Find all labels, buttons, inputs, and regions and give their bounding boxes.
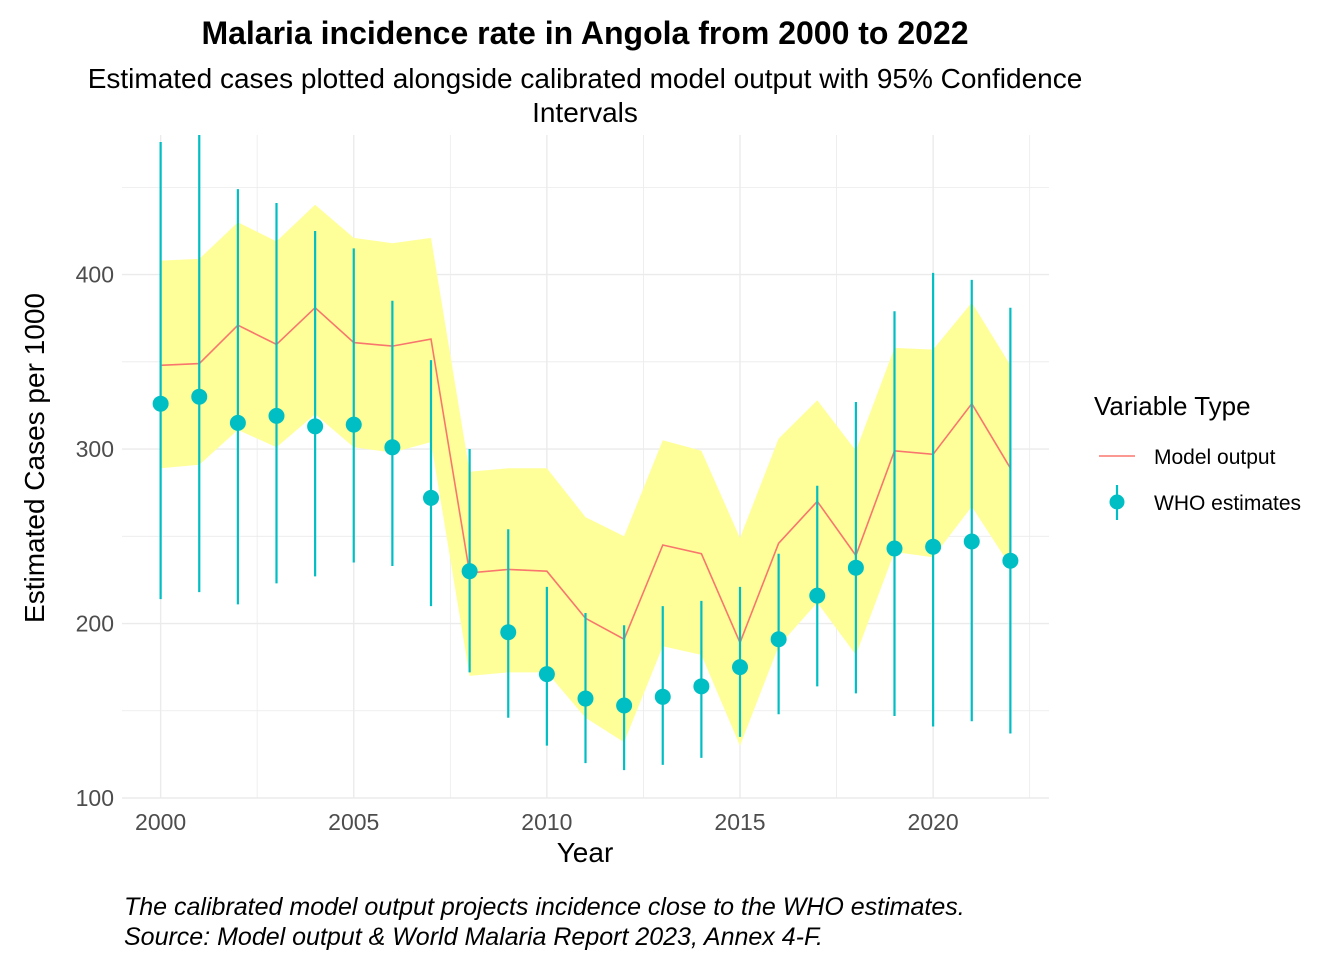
who-estimate-point <box>500 624 517 641</box>
who-estimate-point <box>538 666 555 683</box>
x-axis-ticks: 2000 2005 2010 2015 2020 <box>135 809 959 835</box>
x-tick-label: 2020 <box>908 809 959 835</box>
y-tick-label: 400 <box>76 262 114 288</box>
who-estimate-point <box>268 407 285 424</box>
who-estimate-point <box>732 659 748 676</box>
who-estimate-point <box>770 631 787 648</box>
who-estimate-point <box>461 563 478 580</box>
chart-title: Malaria incidence rate in Angola from 20… <box>201 15 968 51</box>
who-estimate-point <box>307 418 324 435</box>
legend-title: Variable Type <box>1094 391 1251 421</box>
y-axis-title: Estimated Cases per 1000 <box>19 293 50 623</box>
confidence-ribbon-layer <box>160 204 1011 746</box>
who-estimate-point <box>693 678 710 695</box>
legend-label-model-output: Model output <box>1154 446 1276 469</box>
legend-label-who-estimates: WHO estimates <box>1154 492 1301 515</box>
who-point-layer <box>152 388 1019 714</box>
who-estimate-point <box>654 688 671 705</box>
x-axis-title: Year <box>557 837 614 868</box>
who-estimate-point <box>384 439 401 456</box>
model-confidence-ribbon <box>160 204 1011 746</box>
who-estimate-point <box>577 690 594 707</box>
legend-who-key-point <box>1109 494 1125 510</box>
who-estimate-point <box>1002 552 1019 569</box>
who-estimate-point <box>616 697 633 714</box>
chart-subtitle-line-1: Estimated cases plotted alongside calibr… <box>88 63 1083 94</box>
x-tick-label: 2010 <box>521 809 572 835</box>
x-tick-label: 2005 <box>328 809 379 835</box>
who-estimate-point <box>963 533 980 550</box>
caption-line-1: The calibrated model output projects inc… <box>124 893 965 921</box>
y-tick-label: 200 <box>76 611 114 637</box>
who-estimate-point <box>345 416 362 433</box>
who-estimate-point <box>809 587 826 604</box>
who-estimate-point <box>886 540 903 557</box>
who-errorbar-layer <box>159 135 1012 771</box>
x-tick-label: 2015 <box>714 809 765 835</box>
y-tick-label: 300 <box>76 436 114 462</box>
legend: Variable Type Model output WHO estimates <box>1094 391 1301 520</box>
who-estimate-point <box>925 538 942 555</box>
y-axis-ticks: 100 200 300 400 <box>76 262 114 811</box>
who-estimate-point <box>152 395 169 412</box>
who-estimate-point <box>229 414 246 431</box>
who-estimate-point <box>423 489 439 506</box>
who-estimate-point <box>191 388 208 405</box>
y-tick-label: 100 <box>76 785 114 811</box>
chart-subtitle-line-2: Intervals <box>532 97 638 128</box>
x-tick-label: 2000 <box>135 809 186 835</box>
caption-line-2: Source: Model output & World Malaria Rep… <box>124 923 823 951</box>
who-estimate-point <box>847 559 864 576</box>
